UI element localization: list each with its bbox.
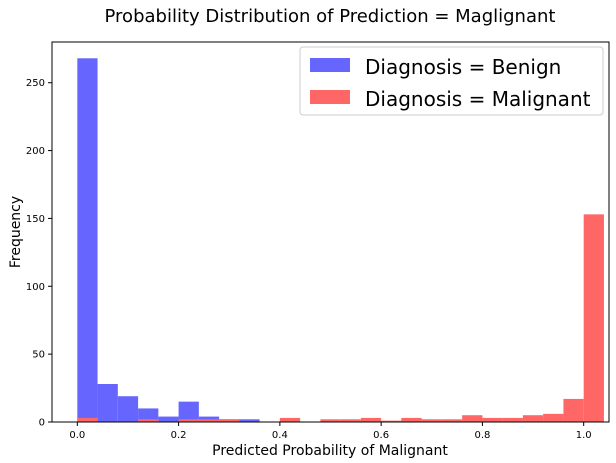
malignant-bar (401, 417, 422, 422)
y-tick-label: 0 (39, 418, 45, 429)
y-tick-label: 250 (26, 78, 45, 89)
y-tick-label: 100 (26, 282, 45, 293)
chart-title: Probability Distribution of Prediction =… (105, 6, 556, 27)
y-tick-label: 50 (32, 350, 45, 361)
y-tick-label: 150 (26, 214, 45, 225)
y-axis-ticks: 0 50 100 150 200 250 (26, 78, 52, 429)
malignant-bar (421, 419, 442, 422)
malignant-bar (178, 419, 199, 422)
malignant-bar (583, 214, 604, 422)
malignant-bar (522, 415, 544, 422)
benign-bar (138, 408, 159, 422)
malignant-bar (77, 417, 98, 422)
malignant-bar (320, 419, 341, 422)
benign-bar (117, 396, 139, 422)
malignant-bar (340, 419, 361, 422)
malignant-bar (482, 417, 503, 422)
x-tick-label: 0.6 (373, 430, 389, 441)
legend-label-benign: Diagnosis = Benign (365, 55, 561, 79)
benign-bar (158, 416, 179, 422)
y-axis-label: Frequency (8, 196, 24, 268)
malignant-bar (198, 419, 220, 422)
malignant-bar (462, 415, 483, 422)
x-tick-label: 0.4 (272, 430, 288, 441)
malignant-bar (219, 419, 240, 422)
malignant-bars (77, 214, 604, 422)
x-axis-label: Predicted Probability of Malignant (212, 443, 448, 459)
x-tick-label: 0.2 (171, 430, 187, 441)
x-tick-label: 0.8 (474, 430, 490, 441)
x-tick-label: 1.0 (576, 430, 592, 441)
benign-bar (239, 419, 260, 422)
malignant-bar (360, 417, 382, 422)
malignant-bar (543, 413, 564, 422)
y-tick-label: 200 (26, 146, 45, 157)
x-axis-ticks: 0.0 0.2 0.4 0.6 0.8 1.0 (69, 422, 592, 441)
benign-bar (97, 384, 118, 422)
malignant-bar (441, 419, 463, 422)
benign-bar (178, 401, 199, 422)
benign-bar (77, 58, 98, 423)
legend-box (299, 46, 604, 116)
malignant-bar (138, 419, 159, 422)
malignant-bar (563, 398, 584, 422)
legend-swatch-malignant (310, 90, 350, 104)
plot-frame (51, 41, 610, 423)
malignant-bar (279, 417, 301, 422)
legend-label-malignant: Diagnosis = Malignant (365, 87, 591, 111)
legend: Diagnosis = Benign Diagnosis = Malignant (299, 46, 604, 116)
malignant-bar (381, 420, 402, 422)
x-tick-label: 0.0 (69, 430, 85, 441)
malignant-bar (502, 417, 523, 422)
legend-swatch-benign (310, 58, 350, 72)
